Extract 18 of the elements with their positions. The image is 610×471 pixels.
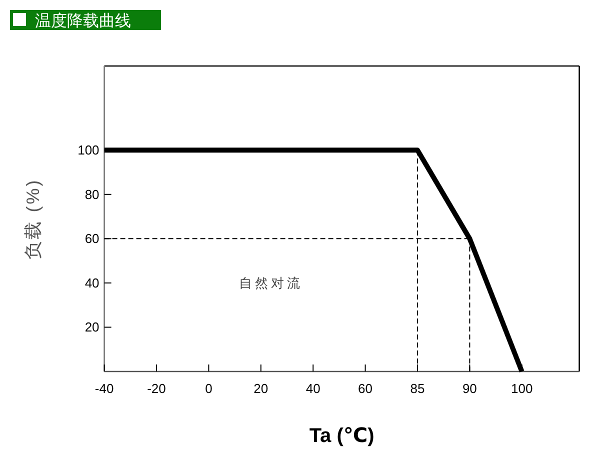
- xtick-label: -20: [147, 381, 166, 396]
- xtick-label: 100: [511, 381, 533, 396]
- ytick-label: 40: [84, 275, 100, 290]
- xtick-label: 40: [306, 381, 320, 396]
- xtick-label: 60: [358, 381, 373, 396]
- ytick-label: 20: [84, 320, 100, 335]
- xtick-label: 85: [410, 381, 425, 396]
- xtick-label: 0: [205, 381, 212, 396]
- xlabel: Ta (℃): [309, 425, 374, 447]
- xtick-label: 90: [462, 381, 477, 396]
- ytick-label: 100: [78, 142, 100, 158]
- xtick-label: 20: [254, 381, 268, 396]
- ylabel: 负载 (%): [23, 178, 43, 260]
- xtick-label: -40: [94, 381, 114, 396]
- ytick-label: 60: [84, 231, 100, 246]
- annotation: 自然对流: [239, 275, 304, 290]
- ytick-label: 80: [84, 186, 100, 202]
- title: 温度降载曲线: [35, 13, 131, 30]
